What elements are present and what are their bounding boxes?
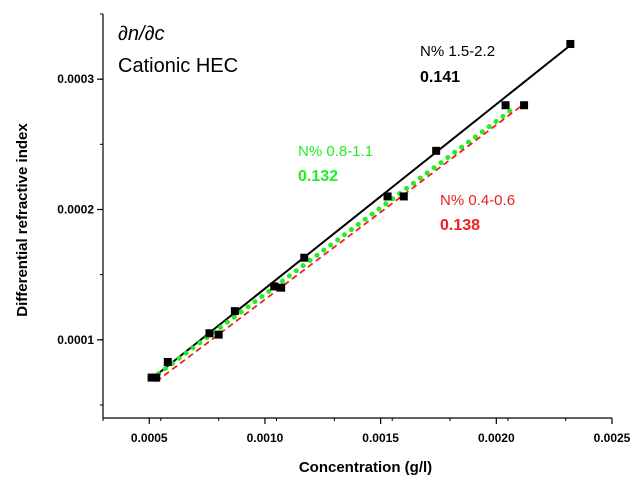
fit-line-2 (155, 103, 525, 383)
annotations: ∂n/∂c Cationic HEC N% 1.5-2.2 0.141 N% 0.8-1… (118, 23, 515, 234)
x-axis-title: Concentration (g/l) (299, 459, 432, 476)
data-point (520, 101, 529, 110)
data-point (300, 253, 309, 262)
data-point (214, 330, 223, 339)
slope-label-2: 0.138 (440, 217, 480, 234)
x-tick-label: 0.0025 (594, 431, 631, 445)
title-symbol: ∂n/∂c (118, 23, 164, 45)
data-point (566, 39, 575, 48)
data-point (432, 146, 441, 155)
y-tick-label: 0.0003 (57, 72, 94, 86)
x-tick-label: 0.0005 (131, 431, 168, 445)
y-tick-label: 0.0002 (57, 202, 94, 216)
chart-title: Cationic HEC (118, 55, 238, 77)
data-point (270, 282, 279, 291)
fit-line-0 (150, 44, 571, 380)
data-point (147, 373, 156, 382)
slope-label-0: 0.141 (420, 69, 460, 86)
y-tick-label: 0.0001 (57, 333, 94, 347)
slope-label-1: 0.132 (298, 168, 338, 185)
data-point (152, 373, 161, 382)
data-point (205, 329, 214, 338)
series-label-2: N% 0.4-0.6 (440, 192, 515, 209)
x-tick-label: 0.0015 (362, 431, 399, 445)
data-point (383, 192, 392, 201)
data-point (399, 192, 408, 201)
data-point (163, 357, 172, 366)
x-tick-label: 0.0010 (247, 431, 284, 445)
series-label-1: N% 0.8-1.1 (298, 143, 373, 160)
axes: 0.0005 0.0010 0.0015 0.0020 0.0025 0.0001 0.00… (14, 13, 631, 476)
data-point (230, 307, 239, 316)
data-point (501, 101, 510, 110)
plot-area (147, 39, 575, 383)
x-tick-label: 0.0020 (478, 431, 515, 445)
y-axis-title: Differential refractive index (14, 123, 31, 317)
series-label-0: N% 1.5-2.2 (420, 43, 495, 60)
data-point (277, 283, 286, 292)
